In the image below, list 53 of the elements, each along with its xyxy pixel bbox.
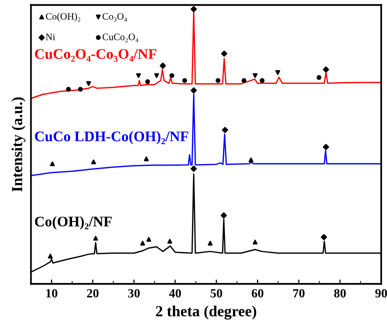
point [322,144,330,150]
x-tick-label: 30 [128,289,140,298]
x-tick-label: 70 [293,289,305,298]
x-tick-label: 50 [210,289,222,298]
x-tick-label: 80 [334,289,346,298]
point [140,240,146,246]
legend-label: Co₃O₄ [102,13,127,22]
point [136,73,141,78]
point [160,62,166,69]
point [144,156,149,162]
point [93,236,98,241]
point [78,86,83,92]
point [208,240,213,246]
y-axis-title: Intensity (a.u.) [12,97,26,192]
x-tick-label: 60 [252,289,264,298]
x-tick-label: 90 [375,289,387,298]
point [167,238,172,244]
point [66,86,71,92]
point [154,73,160,78]
x-axis-title: 2 theta (degree) [156,306,256,320]
point [252,73,258,78]
point [190,166,197,172]
point [320,234,328,240]
point [220,212,227,219]
point [50,161,55,166]
point [91,159,96,164]
point [322,66,330,73]
point [260,78,265,83]
point [221,50,228,57]
series-label: CuCo₂O₄-Co₃O₄/NF [34,49,156,62]
point [86,81,92,86]
point [252,240,258,244]
point [169,73,174,78]
legend-label: Ni [46,34,56,40]
point [145,79,150,84]
point [242,78,246,83]
point [190,6,197,12]
legend-label: Co(OH)₂ [46,12,80,22]
x-tick-label: 20 [87,289,99,298]
point [222,126,228,134]
point [146,236,152,242]
series-label: Co(OH)₂/NF [34,216,112,230]
point [216,78,220,83]
point [48,254,53,259]
point [275,70,280,75]
series-label: CuCo LDH-Co(OH)₂/NF [34,131,188,144]
legend-label: CuCo₂O₄ [102,34,138,42]
point [248,158,254,162]
x-tick-label: 10 [46,289,58,298]
point [182,78,188,83]
point [190,87,197,94]
point [316,75,322,80]
x-tick-label: 40 [169,289,181,298]
